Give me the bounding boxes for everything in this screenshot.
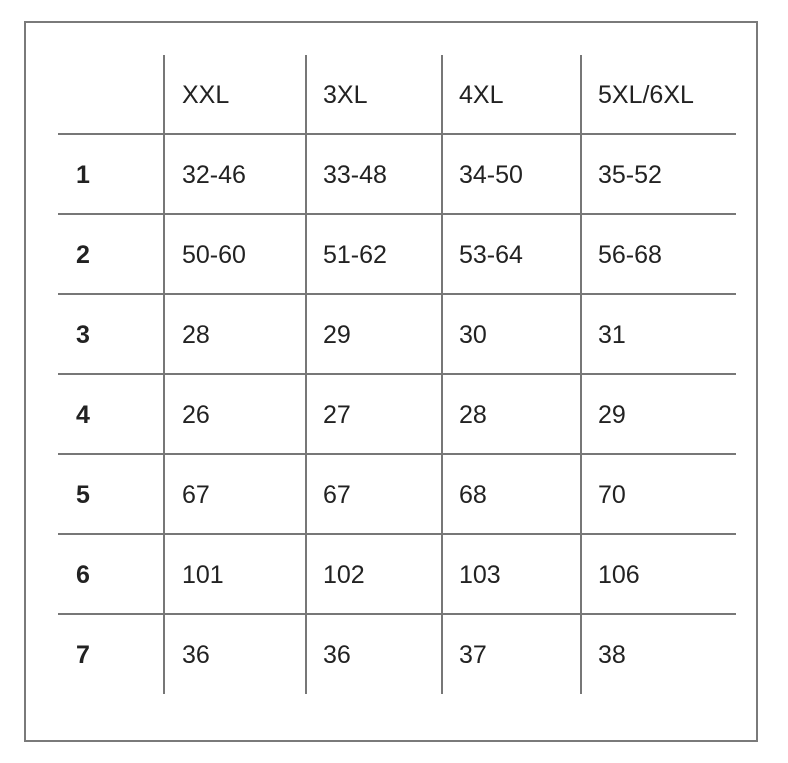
table-cell: 38 (598, 641, 626, 669)
table-cell: 102 (323, 561, 365, 589)
table-cell: 34-50 (459, 161, 523, 189)
row-label: 7 (76, 641, 90, 669)
table-frame (24, 21, 758, 742)
table-cell: 67 (323, 481, 351, 509)
row-label: 5 (76, 481, 90, 509)
table-cell: 37 (459, 641, 487, 669)
table-cell: 28 (182, 321, 210, 349)
column-header: 5XL/6XL (598, 81, 694, 109)
column-header: 4XL (459, 81, 504, 109)
row-divider (58, 133, 736, 135)
row-divider (58, 293, 736, 295)
row-divider (58, 453, 736, 455)
column-header: 3XL (323, 81, 368, 109)
table-cell: 56-68 (598, 241, 662, 269)
table-cell: 29 (323, 321, 351, 349)
table-cell: 51-62 (323, 241, 387, 269)
table-cell: 106 (598, 561, 640, 589)
column-header: XXL (182, 81, 230, 109)
row-label: 4 (76, 401, 90, 429)
table-cell: 50-60 (182, 241, 246, 269)
table-cell: 26 (182, 401, 210, 429)
row-label: 3 (76, 321, 90, 349)
row-divider (58, 533, 736, 535)
table-cell: 28 (459, 401, 487, 429)
table-cell: 27 (323, 401, 351, 429)
table-cell: 36 (323, 641, 351, 669)
table-cell: 35-52 (598, 161, 662, 189)
table-cell: 30 (459, 321, 487, 349)
table-cell: 32-46 (182, 161, 246, 189)
row-divider (58, 213, 736, 215)
table-cell: 31 (598, 321, 626, 349)
table-cell: 101 (182, 561, 224, 589)
table-cell: 36 (182, 641, 210, 669)
table-cell: 103 (459, 561, 501, 589)
table-cell: 53-64 (459, 241, 523, 269)
row-label: 2 (76, 241, 90, 269)
table-cell: 67 (182, 481, 210, 509)
table-cell: 68 (459, 481, 487, 509)
row-label: 6 (76, 561, 90, 589)
table-cell: 70 (598, 481, 626, 509)
row-label: 1 (76, 161, 90, 189)
row-divider (58, 613, 736, 615)
row-divider (58, 373, 736, 375)
table-cell: 29 (598, 401, 626, 429)
table-cell: 33-48 (323, 161, 387, 189)
